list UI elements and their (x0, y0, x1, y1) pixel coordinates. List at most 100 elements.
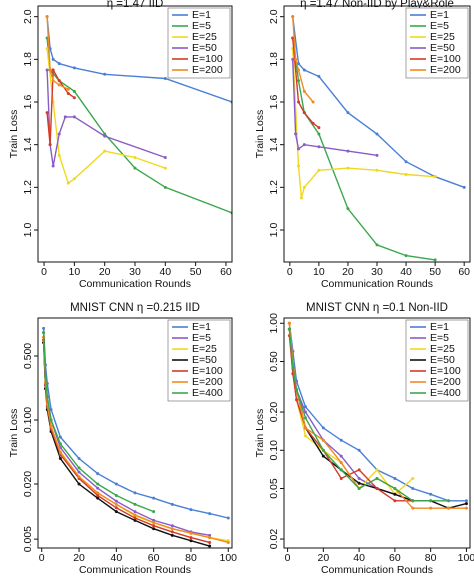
x-tick-label: 0 (287, 266, 293, 278)
data-point (375, 153, 379, 157)
data-point (57, 79, 61, 83)
data-point (63, 115, 67, 119)
data-point (346, 111, 350, 115)
x-tick-label: 60 (389, 552, 401, 564)
y-tick-label: 1.4 (268, 137, 280, 152)
x-axis-label: Communication Rounds (79, 564, 191, 576)
data-point (393, 486, 397, 490)
data-point (66, 87, 70, 91)
data-point (294, 132, 298, 136)
x-tick-label: 100 (220, 552, 238, 564)
data-point (133, 516, 137, 520)
x-tick-label: 50 (429, 266, 441, 278)
y-axis-label: Train Loss (8, 409, 20, 458)
data-point (72, 177, 76, 181)
y-tick-label: 0.10 (268, 440, 280, 461)
x-tick-label: 0 (39, 552, 45, 564)
x-tick-label: 20 (99, 266, 111, 278)
data-point (464, 506, 468, 510)
x-tick-label: 40 (111, 552, 123, 564)
legend-label: E=100 (192, 53, 223, 65)
legend-label: E=200 (192, 376, 223, 388)
data-point (152, 527, 156, 531)
y-tick-label: 0.02 (268, 529, 280, 550)
data-point (51, 57, 55, 61)
legend-label: E=200 (192, 64, 223, 76)
data-point (297, 62, 301, 66)
x-axis-label: Communication Rounds (79, 278, 191, 290)
x-tick-label: 20 (342, 266, 354, 278)
x-axis-label: Communication Rounds (321, 278, 433, 290)
data-point (375, 468, 379, 472)
data-point (96, 472, 100, 476)
data-point (133, 502, 137, 506)
data-point (103, 72, 107, 76)
y-tick-label: 1.2 (22, 180, 34, 195)
data-point (346, 207, 350, 211)
data-point (302, 68, 306, 72)
data-point (226, 516, 230, 520)
legend-label: E=1 (192, 321, 211, 333)
data-point (404, 173, 408, 177)
y-axis-label: Train Loss (8, 110, 20, 159)
legend-label: E=200 (430, 376, 461, 388)
y-tick-label: 0.20 (268, 402, 280, 423)
data-point (48, 143, 52, 147)
data-point (321, 426, 325, 430)
data-point (96, 491, 100, 495)
data-point (77, 475, 81, 479)
data-point (103, 132, 107, 136)
y-tick-label: 1.8 (268, 52, 280, 67)
data-point (357, 448, 361, 452)
data-point (303, 416, 307, 420)
data-point (339, 454, 343, 458)
legend-label: E=25 (430, 31, 455, 43)
data-point (447, 499, 451, 503)
series-line (42, 328, 229, 519)
data-point (133, 510, 137, 514)
series-line (42, 332, 154, 513)
legend-label: E=1 (430, 9, 449, 21)
data-point (96, 482, 100, 486)
data-point (375, 476, 379, 480)
data-point (170, 530, 174, 534)
data-point (189, 536, 193, 540)
data-point (208, 544, 212, 548)
data-point (317, 74, 321, 78)
legend-label: E=50 (430, 42, 455, 54)
data-point (393, 476, 397, 480)
y-tick-label: 1.00 (268, 313, 280, 334)
y-tick-label: 1.0 (22, 223, 34, 238)
data-point (133, 166, 137, 170)
data-point (411, 506, 415, 510)
x-tick-label: 80 (425, 552, 437, 564)
legend-label: E=5 (430, 20, 449, 32)
data-point (321, 454, 325, 458)
series-line (46, 37, 232, 214)
data-point (302, 89, 306, 93)
legend-box (167, 7, 231, 79)
data-point (152, 496, 156, 500)
x-tick-label: 60 (220, 266, 232, 278)
plot-frame (283, 5, 471, 263)
legend-label: E=400 (430, 387, 461, 399)
data-point (208, 540, 212, 544)
data-point (45, 68, 49, 72)
data-point (96, 486, 100, 490)
legend-label: E=5 (430, 332, 449, 344)
data-point (464, 502, 468, 506)
data-point (411, 499, 415, 503)
data-point (49, 408, 53, 412)
series-line (292, 59, 378, 156)
data-point (208, 533, 212, 537)
x-tick-label: 60 (148, 552, 160, 564)
x-tick-label: 40 (400, 266, 412, 278)
legend-label: E=50 (192, 354, 217, 366)
series-line (292, 37, 436, 261)
series-line (288, 329, 449, 502)
data-point (297, 79, 301, 83)
data-point (317, 126, 321, 130)
y-tick-label: 0.005 (22, 526, 34, 552)
data-point (339, 461, 343, 465)
